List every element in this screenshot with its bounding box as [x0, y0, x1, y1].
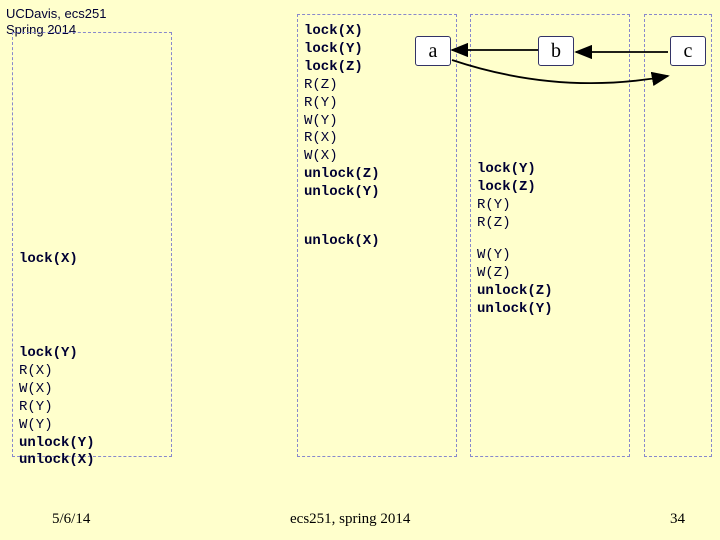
footer-course: ecs251, spring 2014 — [290, 511, 410, 528]
footer-date: 5/6/14 — [52, 511, 90, 528]
code-line: R(Y) — [477, 197, 536, 215]
column-b: lock(X)lock(Y)lock(Z)R(Z)R(Y)W(Y)R(X)W(X… — [297, 14, 457, 457]
seq-block: lock(X) — [19, 251, 78, 269]
code-line: unlock(Z) — [477, 283, 553, 301]
code-line: W(Y) — [304, 113, 380, 131]
code-line: lock(Z) — [477, 179, 536, 197]
code-line: lock(Y) — [19, 345, 95, 363]
column-a: lock(X)lock(Y)R(X)W(X)R(Y)W(Y)unlock(Y)u… — [12, 32, 172, 457]
code-line: W(Y) — [19, 417, 95, 435]
code-line: R(Z) — [477, 215, 536, 233]
code-line: unlock(X) — [304, 233, 380, 251]
code-line: lock(X) — [304, 23, 380, 41]
code-line: unlock(Y) — [304, 184, 380, 202]
label-b: b — [538, 36, 574, 66]
seq-block: unlock(X) — [304, 233, 380, 251]
code-line: R(Z) — [304, 77, 380, 95]
column-d — [644, 14, 712, 457]
code-line: R(X) — [19, 363, 95, 381]
code-line: W(Y) — [477, 247, 553, 265]
code-line: unlock(Y) — [19, 435, 95, 453]
code-line: lock(Y) — [304, 41, 380, 59]
code-line: lock(Y) — [477, 161, 536, 179]
code-line: W(X) — [304, 148, 380, 166]
code-line: unlock(X) — [19, 452, 95, 470]
code-line: W(Z) — [477, 265, 553, 283]
code-line: unlock(Z) — [304, 166, 380, 184]
seq-block: W(Y)W(Z)unlock(Z)unlock(Y) — [477, 247, 553, 319]
column-c: lock(Y)lock(Z)R(Y)R(Z) W(Y)W(Z)unlock(Z)u… — [470, 14, 630, 457]
label-c: c — [670, 36, 706, 66]
code-line: unlock(Y) — [477, 301, 553, 319]
seq-block: lock(Y)R(X)W(X)R(Y)W(Y)unlock(Y)unlock(X… — [19, 345, 95, 470]
code-line: R(X) — [304, 130, 380, 148]
code-line: R(Y) — [304, 95, 380, 113]
seq-block: lock(X)lock(Y)lock(Z)R(Z)R(Y)W(Y)R(X)W(X… — [304, 23, 380, 202]
seq-block: lock(Y)lock(Z)R(Y)R(Z) — [477, 161, 536, 233]
code-line: lock(X) — [19, 251, 78, 269]
code-line: R(Y) — [19, 399, 95, 417]
code-line: W(X) — [19, 381, 95, 399]
footer-page: 34 — [670, 511, 685, 528]
label-a: a — [415, 36, 451, 66]
code-line: lock(Z) — [304, 59, 380, 77]
header-line1: UCDavis, ecs251 — [6, 6, 106, 22]
